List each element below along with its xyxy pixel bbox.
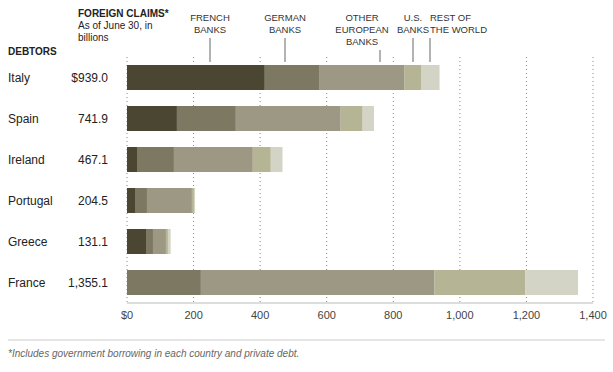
html-text:FOREIGN CLAIMS*: FOREIGN CLAIMS* <box>78 8 169 19</box>
svg-text:Portugal: Portugal <box>8 194 53 208</box>
html-text:GERMAN BANKS: GERMAN BANKS <box>264 12 306 35</box>
svg-text:467.1: 467.1 <box>78 153 108 167</box>
svg-text:741.9: 741.9 <box>78 112 108 126</box>
html-text:U.S. BANKS: U.S. BANKS <box>396 12 430 35</box>
svg-text:600: 600 <box>318 309 336 321</box>
svg-text:204.5: 204.5 <box>78 194 108 208</box>
svg-text:200: 200 <box>184 309 202 321</box>
html-text:OTHER EUROPEAN BANKS: OTHER EUROPEAN BANKS <box>335 12 389 47</box>
svg-text:1,400: 1,400 <box>579 309 605 321</box>
svg-text:Ireland: Ireland <box>8 153 45 167</box>
html-text:REST OF THE WORLD: REST OF THE WORLD <box>430 12 487 35</box>
svg-text:131.1: 131.1 <box>78 235 108 249</box>
svg-text:France: France <box>8 276 46 290</box>
svg-text:1,200: 1,200 <box>513 309 541 321</box>
svg-text:1,000: 1,000 <box>446 309 474 321</box>
html-text:FRENCH BANKS: FRENCH BANKS <box>190 12 230 35</box>
svg-text:1,355.1: 1,355.1 <box>68 276 108 290</box>
svg-text:$939.0: $939.0 <box>71 71 108 85</box>
svg-text:$0: $0 <box>121 309 133 321</box>
html-text:*Includes government borrowing: *Includes government borrowing in each c… <box>8 348 300 359</box>
html-text:As of June 30, in billions: As of June 30, in billions <box>78 20 153 43</box>
svg-text:Greece: Greece <box>8 235 48 249</box>
svg-text:800: 800 <box>384 309 402 321</box>
html-text:DEBTORS: DEBTORS <box>8 46 57 57</box>
svg-text:Spain: Spain <box>8 112 39 126</box>
svg-text:400: 400 <box>251 309 269 321</box>
svg-text:Italy: Italy <box>8 71 30 85</box>
